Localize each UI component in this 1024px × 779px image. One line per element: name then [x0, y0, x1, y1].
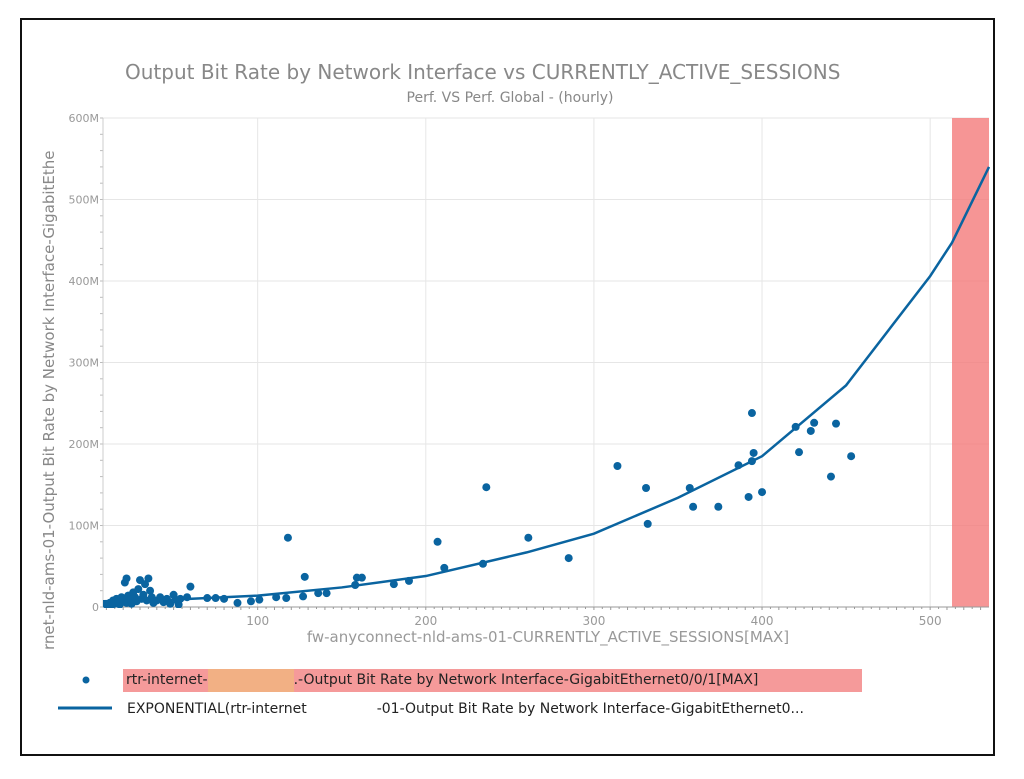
legend-dot-icon	[82, 676, 90, 684]
data-point	[758, 488, 767, 497]
legend-label-prefix: EXPONENTIAL(rtr-internet	[127, 701, 307, 717]
data-point	[283, 533, 292, 542]
data-point	[255, 595, 264, 604]
x-tick-label: 100	[246, 614, 269, 628]
y-tick-label: 300M	[69, 357, 100, 370]
data-point	[433, 537, 442, 546]
data-point	[166, 599, 175, 608]
data-point	[810, 418, 819, 427]
data-marks	[103, 166, 990, 608]
y-tick-label: 400M	[69, 275, 100, 288]
data-point	[832, 419, 841, 428]
y-axis-label: rnet-nld-ams-01-Output Bit Rate by Netwo…	[40, 151, 58, 650]
data-point	[122, 574, 131, 583]
x-axis-label: fw-anyconnect-nld-ams-01-CURRENTLY_ACTIV…	[307, 628, 789, 647]
data-point	[482, 483, 491, 492]
grid	[103, 117, 989, 608]
data-point	[186, 582, 195, 591]
axes: 0 100M 200M 300M 400M 500M 600M 100 200 300 400 500	[69, 112, 989, 628]
data-point	[795, 448, 804, 457]
y-tick-label: 200M	[69, 438, 100, 451]
y-tick-label: 100M	[69, 520, 100, 533]
chart-subtitle: Perf. VS Perf. Global - (hourly)	[407, 90, 614, 106]
data-point	[689, 502, 698, 511]
data-point	[749, 448, 758, 457]
legend-item-scatter[interactable]: rtr-internet- .-Output Bit Rate by Networ…	[123, 669, 862, 692]
data-point	[440, 563, 449, 572]
data-point	[299, 592, 308, 601]
redaction-box	[207, 669, 294, 692]
data-point	[524, 533, 533, 542]
data-point	[233, 598, 242, 607]
x-tick-label: 500	[919, 614, 942, 628]
data-point	[300, 572, 309, 581]
y-tick-label: 600M	[69, 112, 100, 125]
legend-label-suffix: .-Output Bit Rate by Network Interface-G…	[293, 672, 759, 688]
y-tick-label: 0	[92, 601, 99, 614]
exponential-trendline	[103, 166, 990, 603]
data-point	[642, 484, 651, 493]
data-point	[744, 492, 753, 501]
data-point	[714, 502, 723, 511]
highlight-band	[952, 118, 989, 607]
data-point	[282, 594, 291, 603]
data-point	[643, 519, 652, 528]
x-tick-label: 400	[751, 614, 774, 628]
data-point	[134, 585, 143, 594]
x-tick-label: 200	[414, 614, 437, 628]
data-point	[806, 426, 815, 435]
data-point	[564, 554, 573, 563]
y-tick-label: 500M	[69, 194, 100, 207]
data-point	[357, 573, 366, 582]
data-point	[613, 462, 622, 471]
data-point	[826, 472, 835, 481]
data-point	[747, 409, 756, 418]
legend-item-trendline[interactable]: EXPONENTIAL(rtr-internet -01-Output Bit R…	[127, 698, 804, 720]
data-point	[246, 597, 255, 606]
legend-label-prefix: rtr-internet-	[126, 672, 208, 688]
chart-frame	[20, 18, 995, 756]
x-tick-label: 300	[582, 614, 605, 628]
data-point	[322, 589, 331, 598]
data-point	[847, 452, 856, 461]
chart-title: Output Bit Rate by Network Interface vs …	[125, 60, 840, 84]
legend-label-suffix: -01-Output Bit Rate by Network Interface…	[376, 701, 804, 717]
data-point	[146, 586, 155, 595]
data-point	[144, 574, 153, 583]
data-point	[389, 580, 398, 589]
